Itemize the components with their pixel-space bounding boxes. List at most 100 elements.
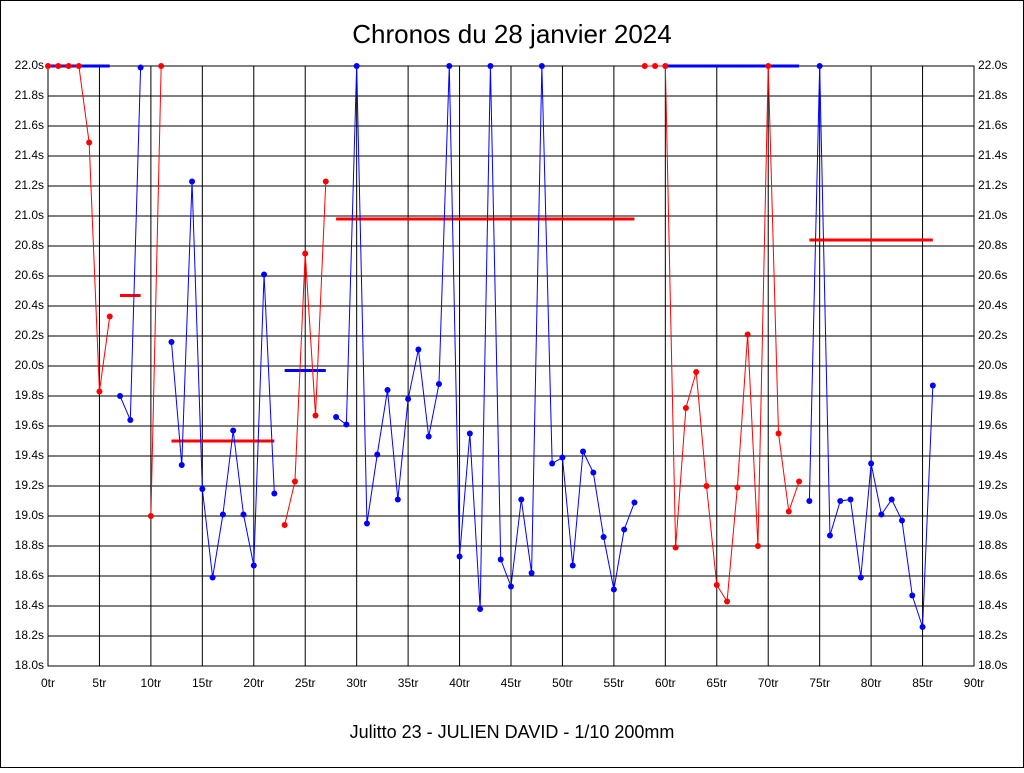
y2-tick-label: 22.0s [978, 58, 1007, 72]
point [240, 511, 247, 518]
point [888, 496, 895, 503]
y-tick-label: 19.8s [15, 388, 44, 402]
y2-tick-label: 20.6s [978, 268, 1007, 282]
point [65, 63, 72, 69]
y2-tick-label: 19.0s [978, 508, 1007, 522]
y2-tick-label: 20.4s [978, 298, 1007, 312]
point [374, 451, 381, 458]
point [693, 369, 700, 375]
y-tick-label: 18.2s [15, 628, 44, 642]
y-tick-label: 19.2s [15, 478, 44, 492]
y-tick-label: 21.4s [15, 148, 44, 162]
y2-tick-label: 20.2s [978, 328, 1007, 342]
point [405, 396, 412, 402]
point [590, 469, 597, 476]
x-tick-label: 60tr [655, 676, 676, 690]
x-tick-label: 55tr [604, 676, 625, 690]
point [178, 462, 185, 468]
point [929, 382, 936, 389]
series-line [335, 65, 635, 610]
x-tick-label: 65tr [706, 676, 727, 690]
y2-tick-label: 18.2s [978, 628, 1007, 642]
y2-tick-label: 21.6s [978, 118, 1007, 132]
point [898, 517, 905, 524]
point [415, 346, 422, 353]
point [106, 313, 113, 320]
point [281, 522, 288, 528]
point [826, 532, 833, 539]
point [487, 63, 494, 69]
y-tick-label: 20.0s [15, 358, 44, 372]
point [806, 498, 813, 504]
y2-tick-label: 19.2s [978, 478, 1007, 492]
point [230, 427, 237, 434]
x-tick-label: 0tr [41, 676, 55, 690]
point [621, 526, 628, 533]
y-tick-label: 19.0s [15, 508, 44, 522]
y2-tick-label: 21.8s [978, 88, 1007, 102]
point [847, 496, 854, 503]
point [703, 483, 710, 489]
point [199, 486, 206, 492]
point [45, 63, 51, 69]
y-tick-label: 22.0s [15, 58, 44, 72]
x-tick-label: 75tr [809, 676, 830, 690]
point [559, 454, 566, 461]
point [127, 417, 134, 423]
y-tick-label: 20.6s [15, 268, 44, 282]
x-tick-label: 45tr [501, 676, 522, 690]
point [291, 478, 298, 485]
y2-tick-label: 18.6s [978, 568, 1007, 582]
point [158, 63, 165, 69]
point [549, 460, 556, 467]
y-tick-label: 18.0s [15, 658, 44, 672]
point [837, 498, 844, 504]
y-tick-label: 20.8s [15, 238, 44, 252]
x-tick-label: 15tr [192, 676, 213, 690]
y2-tick-label: 18.0s [978, 658, 1007, 672]
point [518, 496, 525, 503]
point [75, 63, 82, 69]
point [652, 63, 659, 69]
point [96, 388, 103, 395]
point [909, 592, 916, 599]
point [868, 460, 875, 467]
point [250, 562, 257, 569]
x-tick-label: 5tr [92, 676, 106, 690]
y2-tick-label: 20.8s [978, 238, 1007, 252]
y-tick-label: 20.2s [15, 328, 44, 342]
x-tick-label: 40tr [449, 676, 470, 690]
chart-title: Chronos du 28 janvier 2024 [352, 19, 671, 49]
point [466, 430, 473, 437]
point [528, 570, 535, 576]
chart-footer: Julitto 23 - JULIEN DAVID - 1/10 200mm [350, 722, 675, 742]
point [353, 63, 360, 69]
point [189, 178, 196, 185]
y-tick-label: 21.8s [15, 88, 44, 102]
point [425, 433, 432, 440]
y-tick-label: 18.4s [15, 598, 44, 612]
point [261, 271, 268, 278]
point [209, 574, 216, 581]
y-tick-label: 21.2s [15, 178, 44, 192]
point [55, 63, 62, 69]
x-tick-label: 50tr [552, 676, 573, 690]
point [333, 414, 340, 420]
y-tick-label: 18.6s [15, 568, 44, 582]
y-tick-label: 19.4s [15, 448, 44, 462]
point [734, 484, 741, 491]
y2-tick-label: 21.4s [978, 148, 1007, 162]
x-tick-label: 90tr [964, 676, 985, 690]
x-tick-label: 25tr [295, 676, 316, 690]
x-tick-label: 35tr [398, 676, 419, 690]
point [610, 586, 617, 593]
point [682, 405, 689, 411]
point [86, 139, 93, 146]
point [137, 64, 144, 71]
x-tick-label: 70tr [758, 676, 779, 690]
point [796, 478, 803, 485]
x-tick-label: 80tr [861, 676, 882, 690]
point [343, 421, 350, 428]
